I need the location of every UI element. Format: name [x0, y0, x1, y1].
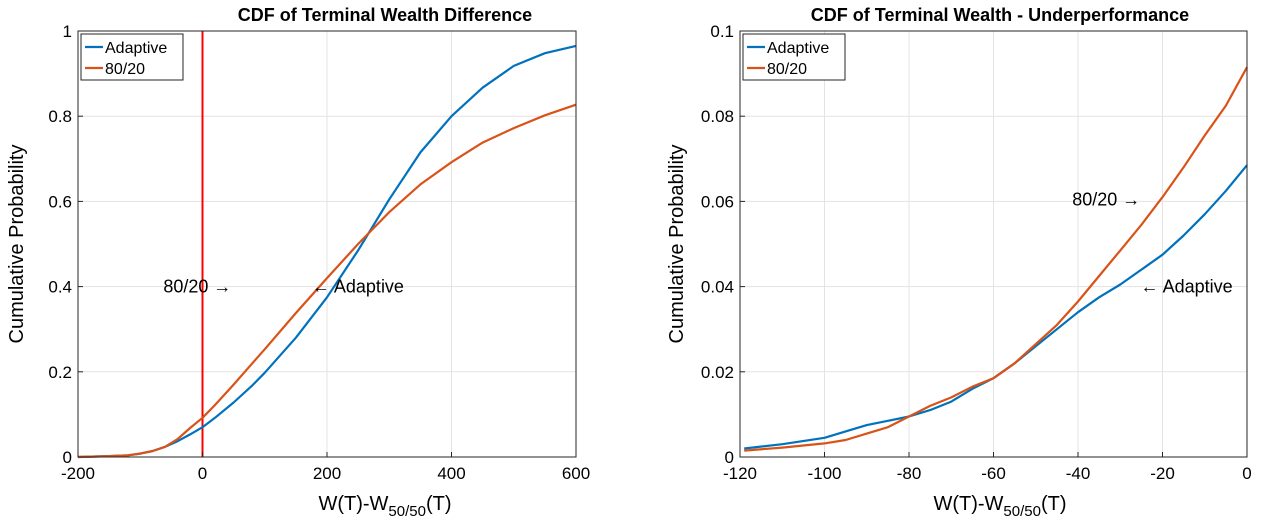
right-y-tick-label: 0.04 [701, 278, 734, 297]
right-x-tick-label: -120 [723, 464, 757, 483]
right-y-tick-label: 0 [725, 448, 734, 467]
left-x-axis-label: W(T)-W50/50(T) [318, 493, 451, 520]
left-y-axis-label: Cumulative Probability [6, 145, 28, 344]
right-x-tick-label: 0 [1242, 464, 1251, 483]
right-x-tick-label: -80 [897, 464, 922, 483]
left-annotation-8020: 80/20 → [163, 277, 231, 297]
right-y-tick-label: 0.1 [710, 22, 734, 41]
left-y-tick-label: 0.8 [48, 107, 72, 126]
left-legend-label: Adaptive [105, 40, 167, 57]
right-y-tick-label: 0.06 [701, 192, 734, 211]
right-x-axis-label: W(T)-W50/50(T) [933, 493, 1066, 520]
right-x-tick-label: -20 [1150, 464, 1175, 483]
right-legend-label: Adaptive [767, 40, 829, 57]
right-annotation-8020: 80/20 → [1072, 189, 1140, 209]
left-series-8020 [77, 103, 577, 459]
left-legend-box [80, 33, 184, 81]
left-legend-label: 80/20 [105, 61, 145, 78]
left-y-tick-label: 1 [63, 22, 72, 41]
right-chart: CDF of Terminal Wealth - Underperformanc… [666, 5, 1252, 520]
left-x-tick-label: -200 [61, 464, 95, 483]
left-x-tick-label: 0 [198, 464, 207, 483]
left-legend: Adaptive 80/20 [80, 33, 184, 81]
right-chart-title: CDF of Terminal Wealth - Underperformanc… [811, 5, 1189, 25]
left-x-tick-label: 600 [562, 464, 590, 483]
left-y-tick-label: 0.2 [48, 363, 72, 382]
right-series-8020 [744, 66, 1248, 452]
left-y-tick-label: 0 [63, 448, 72, 467]
right-x-tick-label: -60 [981, 464, 1006, 483]
left-x-tick-label: 400 [437, 464, 465, 483]
left-chart-title: CDF of Terminal Wealth Difference [238, 5, 532, 25]
right-x-tick-label: -40 [1066, 464, 1091, 483]
right-y-axis-label: Cumulative Probability [666, 145, 688, 344]
right-y-tick-label: 0.02 [701, 363, 734, 382]
left-annotation-adaptive: ← Adaptive [312, 277, 404, 297]
right-legend: Adaptive 80/20 [742, 33, 846, 81]
right-y-tick-label: 0.08 [701, 107, 734, 126]
right-legend-box [742, 33, 846, 81]
left-y-tick-label: 0.6 [48, 192, 72, 211]
left-y-tick-label: 0.4 [48, 278, 72, 297]
left-x-tick-label: 200 [313, 464, 341, 483]
right-annotation-adaptive: ← Adaptive [1141, 277, 1233, 297]
left-chart: CDF of Terminal Wealth Difference Cumula… [6, 5, 590, 520]
right-legend-label: 80/20 [767, 61, 807, 78]
right-x-tick-label: -100 [807, 464, 841, 483]
